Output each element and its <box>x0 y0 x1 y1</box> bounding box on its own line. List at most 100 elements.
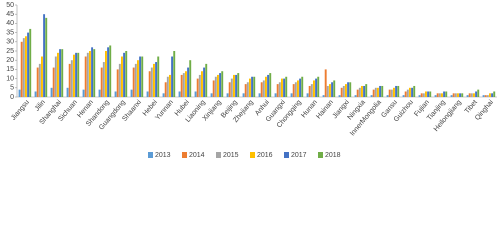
x-tick-label: Jilin <box>34 99 47 113</box>
bar <box>310 84 313 97</box>
bar <box>228 82 231 97</box>
bar <box>297 80 299 97</box>
bar <box>285 76 288 97</box>
bar <box>233 74 235 97</box>
bar <box>470 93 473 97</box>
bar <box>109 45 112 97</box>
y-tick-label: 35 <box>6 29 14 36</box>
bar <box>52 67 55 97</box>
bar <box>326 85 329 97</box>
bar <box>198 74 201 97</box>
bar <box>73 54 75 97</box>
y-tick-label: 5 <box>10 85 14 92</box>
bar <box>36 67 39 97</box>
bar <box>331 82 334 97</box>
x-tick-label: Jiangsu <box>10 99 31 122</box>
bar <box>121 56 123 97</box>
y-tick-label: 15 <box>6 66 14 73</box>
bar <box>61 49 64 97</box>
bar <box>237 73 240 97</box>
bar <box>354 95 357 97</box>
bar <box>20 41 23 97</box>
bar <box>486 95 489 97</box>
bar <box>253 76 256 97</box>
bar <box>258 93 261 97</box>
bar <box>230 78 233 97</box>
bar <box>194 91 197 97</box>
bar <box>345 84 347 97</box>
bar <box>114 91 117 97</box>
bar <box>267 74 270 97</box>
legend-swatch <box>182 152 187 158</box>
bar <box>482 95 485 97</box>
y-tick-label: 25 <box>6 48 14 55</box>
y-tick-label: 10 <box>6 75 14 82</box>
bar <box>459 93 462 97</box>
bar <box>57 52 59 97</box>
bar <box>180 74 183 97</box>
bar <box>429 91 432 97</box>
bar <box>308 85 311 97</box>
bar <box>436 93 439 97</box>
bar <box>182 73 185 97</box>
bar <box>25 36 27 97</box>
bar <box>164 82 167 97</box>
bar <box>221 71 224 97</box>
bar <box>374 87 377 97</box>
legend-label: 2018 <box>325 152 341 159</box>
legend-label: 2013 <box>155 152 171 159</box>
bar <box>370 95 373 97</box>
bar <box>473 93 475 97</box>
bar <box>244 84 247 97</box>
bar <box>361 85 363 97</box>
legend-swatch <box>216 152 221 158</box>
legend-label: 2017 <box>291 152 307 159</box>
bar <box>249 78 251 97</box>
bar <box>82 89 85 97</box>
bar <box>91 47 94 97</box>
bar <box>29 28 32 98</box>
bar <box>390 89 393 97</box>
bar <box>290 93 293 97</box>
bar <box>189 60 192 97</box>
bar <box>235 74 238 97</box>
bar <box>347 82 350 97</box>
bar <box>438 93 441 97</box>
bar <box>443 91 446 97</box>
bar <box>363 85 366 97</box>
bar <box>395 85 398 97</box>
bar <box>210 93 213 97</box>
bar <box>260 82 263 97</box>
bar <box>169 74 171 97</box>
bar <box>89 51 91 97</box>
bar <box>84 56 87 97</box>
bar <box>116 69 119 97</box>
bar <box>356 89 359 97</box>
bar <box>178 91 181 97</box>
y-tick-label: 40 <box>6 20 14 27</box>
bar <box>100 67 103 97</box>
bar <box>454 93 457 97</box>
bar <box>388 89 391 97</box>
bar <box>422 93 425 97</box>
bar <box>139 56 142 97</box>
legend-swatch <box>284 152 289 158</box>
bar <box>130 89 133 97</box>
bar <box>342 85 345 97</box>
bar <box>457 93 459 97</box>
bar <box>425 91 427 97</box>
bar <box>475 91 478 97</box>
bar <box>281 78 283 97</box>
bar <box>41 56 43 97</box>
bar <box>196 78 199 97</box>
bar <box>59 49 62 97</box>
bar <box>274 93 277 97</box>
bar <box>413 85 416 97</box>
bar <box>372 89 375 97</box>
bar <box>166 76 169 97</box>
x-tick-label: Tibet <box>464 99 479 115</box>
bar <box>324 69 327 97</box>
bar <box>70 60 73 97</box>
bar <box>329 84 331 97</box>
